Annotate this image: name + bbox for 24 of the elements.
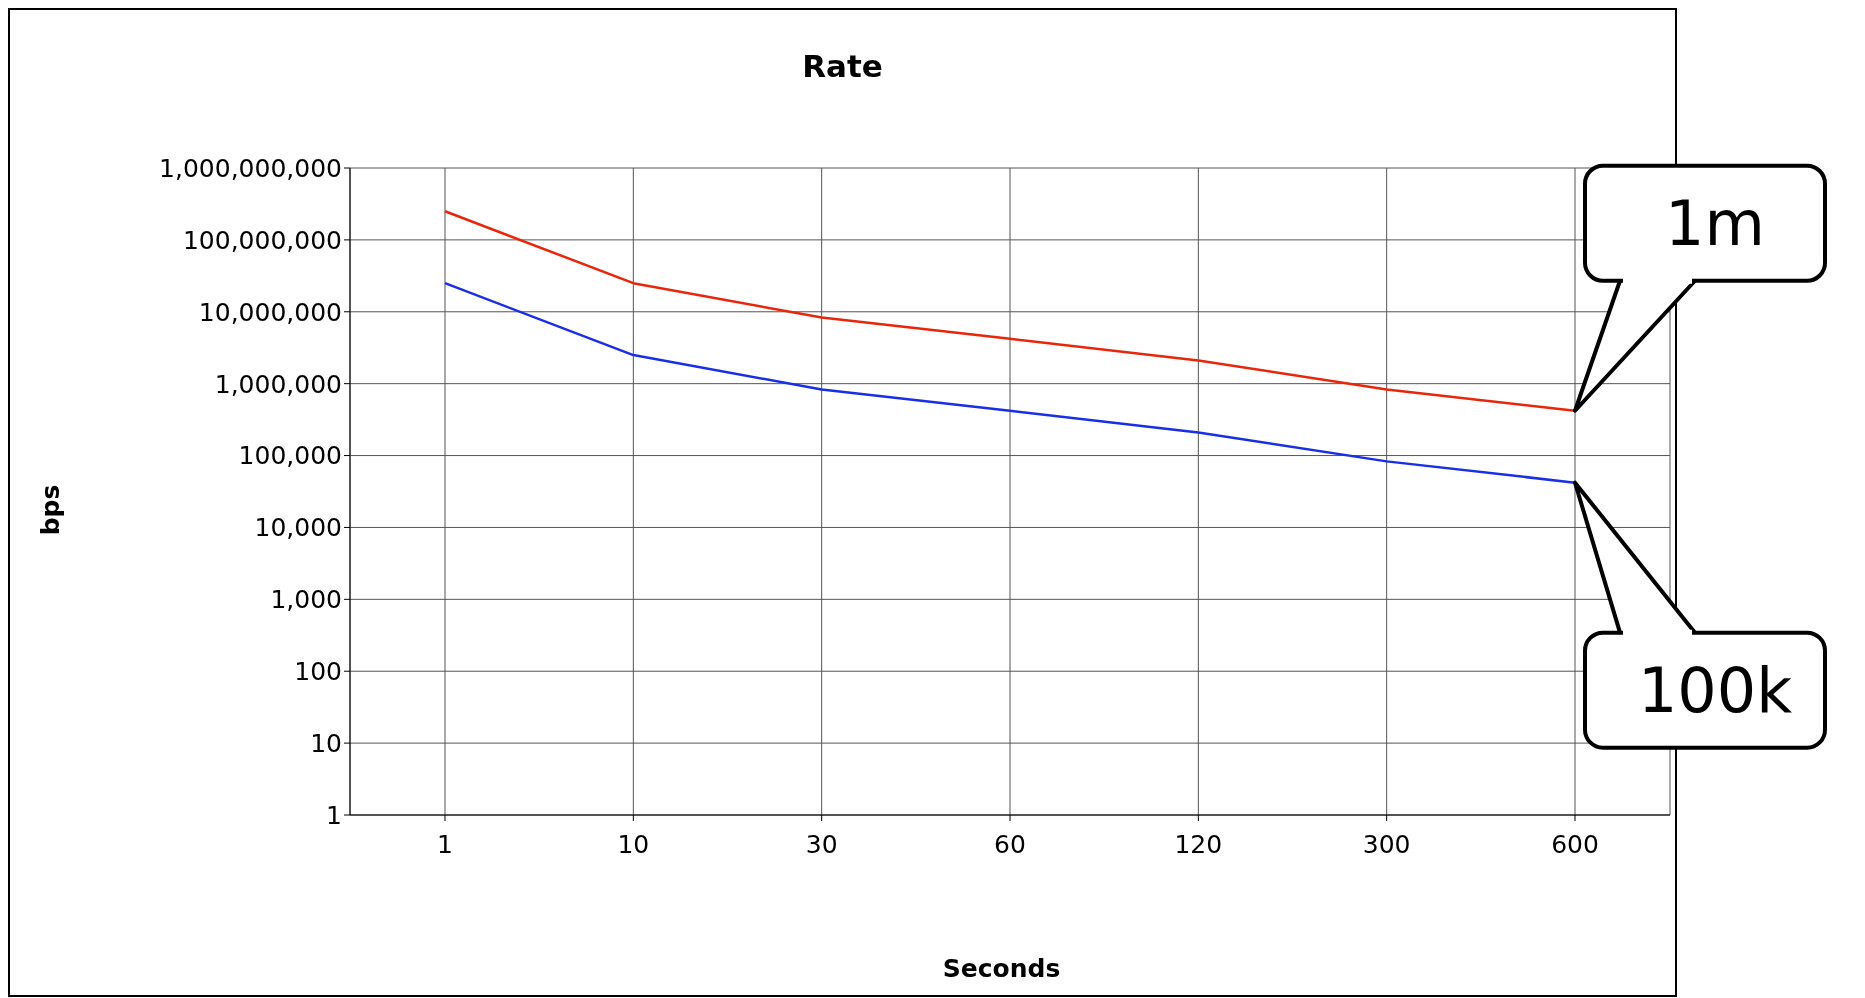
- y-tick-label: 10: [310, 728, 342, 758]
- x-tick-label: 120: [1174, 829, 1223, 859]
- y-tick-label: 10,000: [254, 513, 342, 543]
- y-axis-title: bps: [35, 484, 65, 536]
- x-tick-label: 300: [1362, 829, 1411, 859]
- y-tick-label: 100: [294, 657, 342, 687]
- y-tick-label: 10,000,000: [198, 297, 342, 327]
- x-tick-label: 10: [617, 829, 650, 859]
- speech-bubble: 100k: [1573, 480, 1827, 750]
- chart-title: Rate: [801, 48, 884, 84]
- y-tick-label: 1,000,000,000: [159, 153, 342, 183]
- y-tick-label: 100,000,000: [182, 225, 342, 255]
- speech-bubble: 1m: [1573, 163, 1827, 413]
- annotation: 1m: [1665, 187, 1765, 261]
- x-tick-label: 600: [1551, 829, 1599, 859]
- x-tick-label: 1: [437, 829, 453, 859]
- x-axis-title: Seconds: [941, 954, 1062, 983]
- y-tick-label: 1,000: [270, 585, 342, 615]
- y-tick-label: 1: [326, 800, 342, 830]
- annotation: 100k: [1637, 654, 1793, 728]
- x-tick-label: 30: [805, 829, 838, 859]
- x-tick-label: 60: [994, 829, 1026, 859]
- y-tick-label: 100,000: [238, 441, 342, 471]
- y-tick-label: 1,000,000: [214, 369, 342, 399]
